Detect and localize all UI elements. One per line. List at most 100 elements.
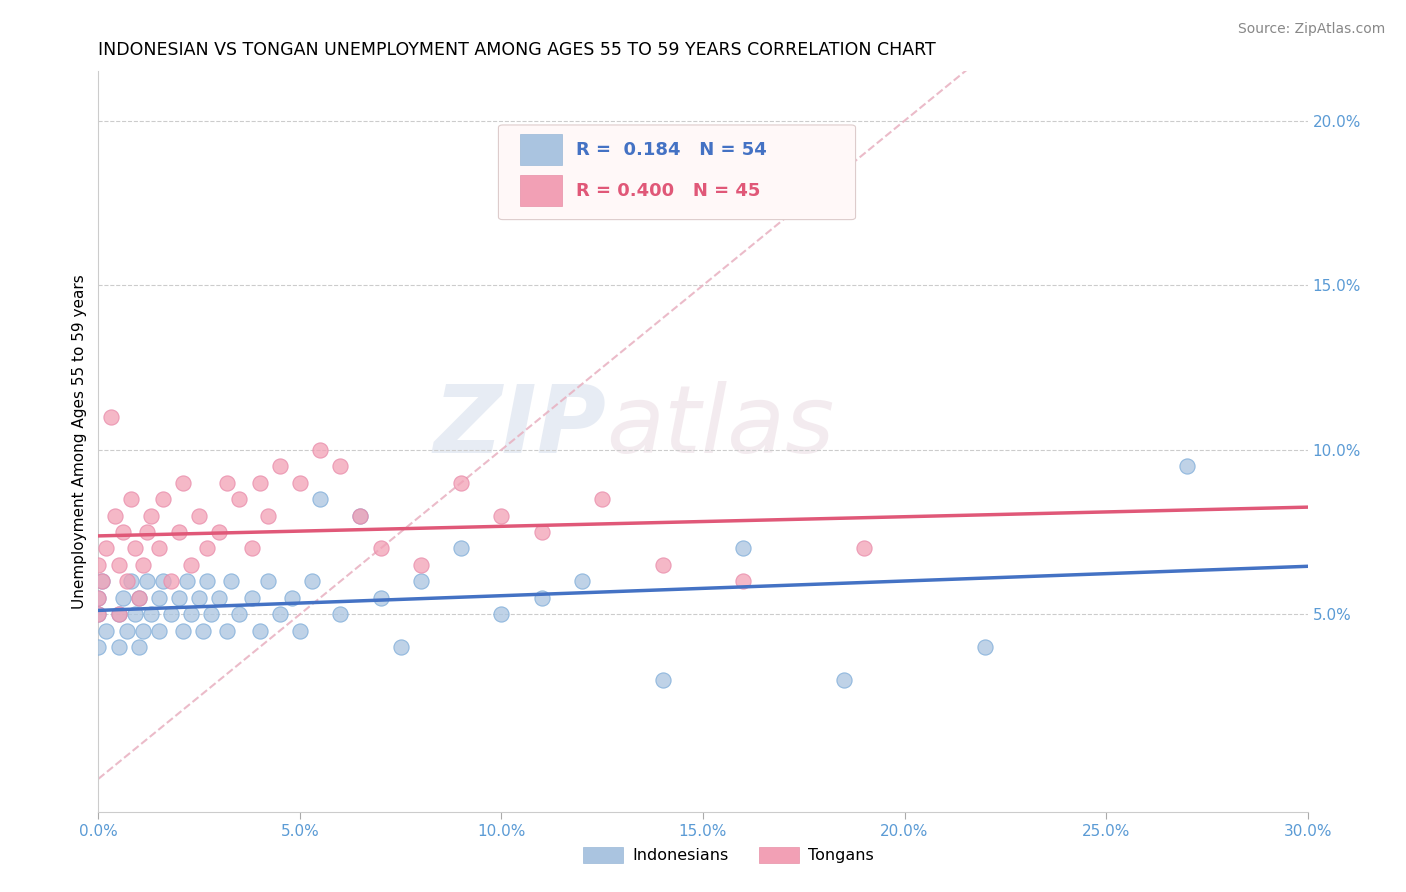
Point	[100, 409, 122, 424]
Point	[240, 541, 263, 556]
Point	[107, 640, 129, 655]
Point	[180, 607, 202, 622]
Point	[491, 508, 513, 523]
Point	[281, 591, 304, 605]
Point	[120, 574, 142, 589]
Point	[1175, 459, 1198, 474]
Point	[91, 574, 114, 589]
Point	[249, 624, 271, 638]
Point	[288, 624, 311, 638]
Point	[139, 607, 162, 622]
Point	[370, 541, 392, 556]
Point	[148, 591, 170, 605]
Point	[571, 574, 593, 589]
Point	[128, 591, 150, 605]
Point	[148, 541, 170, 556]
Point	[221, 574, 243, 589]
Point	[733, 574, 755, 589]
Point	[195, 574, 218, 589]
Text: ZIP: ZIP	[433, 381, 606, 473]
Point	[200, 607, 222, 622]
Point	[188, 591, 211, 605]
Point	[389, 640, 412, 655]
Point	[591, 492, 613, 507]
Point	[832, 673, 855, 687]
Point	[148, 624, 170, 638]
Point	[135, 574, 157, 589]
Point	[115, 624, 138, 638]
Point	[309, 492, 332, 507]
Point	[450, 541, 472, 556]
Point	[96, 541, 118, 556]
Point	[115, 574, 138, 589]
Point	[152, 574, 174, 589]
Text: R = 0.400   N = 45: R = 0.400 N = 45	[576, 182, 761, 200]
Point	[301, 574, 323, 589]
Point	[96, 624, 118, 638]
Point	[111, 591, 134, 605]
Point	[217, 475, 239, 490]
Point	[651, 558, 673, 572]
Point	[87, 640, 110, 655]
Text: Tongans: Tongans	[808, 848, 875, 863]
Point	[409, 558, 432, 572]
Point	[249, 475, 271, 490]
Point	[87, 558, 110, 572]
Point	[269, 607, 291, 622]
Text: Indonesians: Indonesians	[633, 848, 728, 863]
Point	[172, 475, 194, 490]
Point	[160, 574, 183, 589]
Point	[132, 558, 155, 572]
Point	[228, 492, 250, 507]
Point	[530, 524, 553, 539]
Y-axis label: Unemployment Among Ages 55 to 59 years: Unemployment Among Ages 55 to 59 years	[72, 274, 87, 609]
Point	[139, 508, 162, 523]
Point	[135, 524, 157, 539]
Point	[87, 591, 110, 605]
Point	[329, 607, 352, 622]
Point	[180, 558, 202, 572]
Point	[91, 574, 114, 589]
Point	[208, 591, 231, 605]
Point	[87, 607, 110, 622]
Point	[132, 624, 155, 638]
Point	[349, 508, 371, 523]
Text: INDONESIAN VS TONGAN UNEMPLOYMENT AMONG AGES 55 TO 59 YEARS CORRELATION CHART: INDONESIAN VS TONGAN UNEMPLOYMENT AMONG …	[98, 41, 936, 59]
Point	[409, 574, 432, 589]
Point	[128, 640, 150, 655]
Point	[256, 574, 278, 589]
Point	[107, 607, 129, 622]
Text: Source: ZipAtlas.com: Source: ZipAtlas.com	[1237, 22, 1385, 37]
Point	[103, 508, 125, 523]
Point	[167, 591, 190, 605]
Point	[172, 624, 194, 638]
Text: atlas: atlas	[606, 381, 835, 472]
Point	[491, 607, 513, 622]
Point	[651, 673, 673, 687]
Point	[208, 524, 231, 539]
Point	[87, 591, 110, 605]
Point	[188, 508, 211, 523]
Point	[349, 508, 371, 523]
Point	[195, 541, 218, 556]
Point	[530, 591, 553, 605]
Point	[240, 591, 263, 605]
Point	[288, 475, 311, 490]
Point	[111, 524, 134, 539]
Point	[309, 442, 332, 457]
Point	[124, 607, 146, 622]
Point	[193, 624, 215, 638]
Point	[256, 508, 278, 523]
Point	[974, 640, 997, 655]
Point	[733, 541, 755, 556]
Point	[217, 624, 239, 638]
Point	[152, 492, 174, 507]
Point	[450, 475, 472, 490]
Point	[228, 607, 250, 622]
Point	[329, 459, 352, 474]
Text: R =  0.184   N = 54: R = 0.184 N = 54	[576, 141, 766, 159]
Point	[370, 591, 392, 605]
Point	[120, 492, 142, 507]
Point	[128, 591, 150, 605]
Point	[107, 607, 129, 622]
